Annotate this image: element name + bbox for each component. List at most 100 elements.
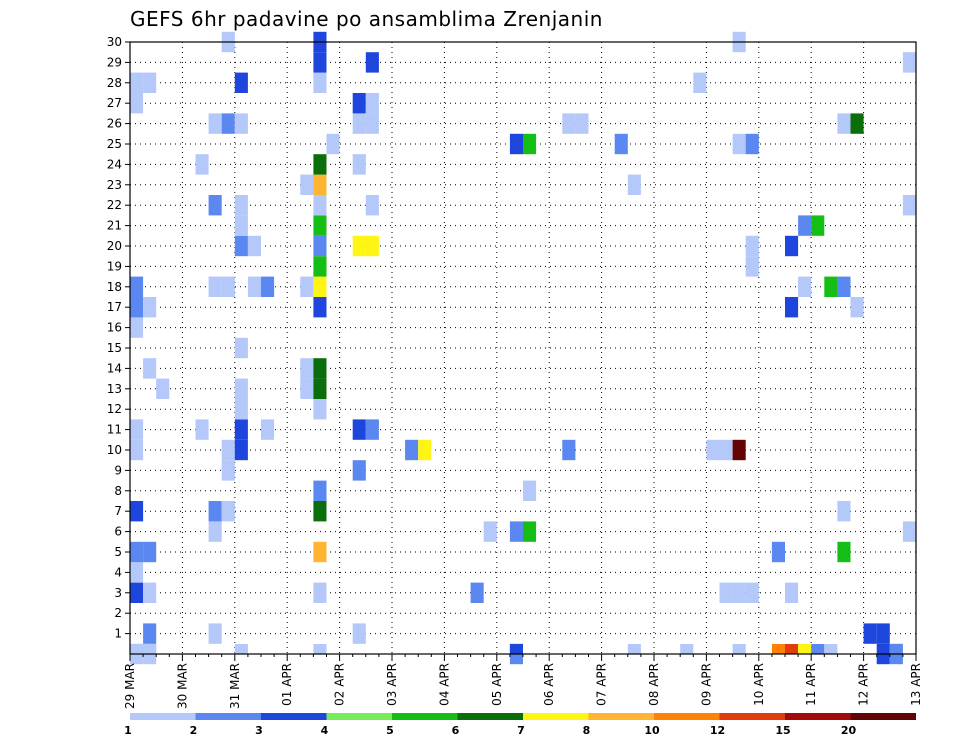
heatmap-cell (313, 52, 327, 73)
colorbar-label: 6 (452, 724, 460, 737)
y-tick-label: 4 (114, 565, 122, 579)
strip-cell (680, 644, 694, 654)
heatmap-cell (352, 460, 366, 481)
heatmap-cell (627, 174, 641, 195)
heatmap-cell (130, 501, 144, 522)
heatmap-cell (352, 623, 366, 644)
heatmap-cell (352, 93, 366, 114)
heatmap-cell (234, 419, 248, 440)
colorbar-segment (326, 713, 392, 720)
y-tick-label: 14 (107, 361, 122, 375)
heatmap-cell (130, 562, 144, 583)
heatmap-cell (130, 439, 144, 461)
colorbar-segment (392, 713, 458, 720)
colorbar-label: 1 (124, 724, 132, 737)
heatmap-cell (902, 195, 916, 216)
colorbar-label: 10 (644, 724, 660, 737)
heatmap-cell (130, 541, 144, 563)
heatmap-cell (313, 235, 327, 257)
heatmap-cell (850, 113, 864, 134)
heatmap-cell (208, 276, 222, 297)
x-tick-label: 05 APR (490, 663, 504, 706)
heatmap-cell (352, 113, 366, 134)
x-tick-label: 10 APR (752, 663, 766, 706)
heatmap-cell (745, 582, 759, 603)
heatmap-cell (143, 72, 157, 93)
heatmap-cell (509, 521, 523, 542)
heatmap-cell (221, 439, 235, 461)
heatmap-cell (221, 113, 235, 134)
heatmap-cell (208, 623, 222, 644)
heatmap-cell (365, 419, 379, 440)
heatmap-cell (247, 235, 261, 257)
heatmap-cell (208, 195, 222, 216)
heatmap-cell (562, 113, 576, 134)
x-tick-label: 11 APR (804, 663, 818, 706)
heatmap-cell (313, 256, 327, 277)
y-tick-label: 16 (107, 321, 122, 335)
heatmap-cell (195, 419, 209, 440)
heatmap-cell (745, 256, 759, 277)
heatmap-cell (693, 72, 707, 93)
y-tick-label: 26 (107, 117, 122, 131)
heatmap-cell (130, 317, 144, 338)
x-tick-label: 06 APR (542, 663, 556, 706)
y-tick-label: 9 (114, 463, 122, 477)
heatmap-cell (523, 133, 537, 155)
heatmap-cell (706, 439, 720, 461)
y-tick-label: 6 (114, 525, 122, 539)
colorbar-label: 8 (583, 724, 591, 737)
heatmap-cell (575, 113, 589, 134)
colorbar-segment (130, 713, 196, 720)
x-tick-label: 29 MAR (123, 663, 137, 709)
heatmap-cell (234, 378, 248, 399)
x-tick-label: 02 APR (333, 663, 347, 706)
y-tick-label: 11 (107, 423, 122, 437)
heatmap-cell (365, 113, 379, 134)
y-tick-label: 29 (107, 55, 122, 69)
x-tick-label: 01 APR (280, 663, 294, 706)
heatmap-cell (837, 541, 851, 563)
y-tick-label: 23 (107, 178, 122, 192)
heatmap-cell (130, 276, 144, 297)
heatmap-cell (523, 480, 537, 501)
heatmap-cell (719, 439, 733, 461)
y-tick-label: 24 (107, 157, 122, 171)
colorbar-label: 3 (255, 724, 263, 737)
heatmap-cell (405, 439, 419, 461)
heatmap-cell (352, 154, 366, 175)
heatmap-cell (195, 154, 209, 175)
heatmap-cell (483, 521, 497, 542)
heatmap-cell (313, 297, 327, 318)
heatmap-cell (785, 235, 799, 257)
heatmap-cell (234, 113, 248, 134)
heatmap-cell (313, 399, 327, 420)
colorbar-label: 7 (517, 724, 525, 737)
y-tick-label: 15 (107, 341, 122, 355)
heatmap-cell (247, 276, 261, 297)
y-axis: 1234567891011121314151617181920212223242… (107, 35, 130, 641)
heatmap-cell (732, 582, 746, 603)
y-tick-label: 19 (107, 259, 122, 273)
strip-cell (785, 644, 799, 654)
heatmap-cell (313, 72, 327, 93)
heatmap-cell (745, 133, 759, 155)
heatmap-cell (719, 582, 733, 603)
heatmap-cell (261, 276, 275, 297)
heatmap-cell (902, 52, 916, 73)
heatmap-cell (732, 439, 746, 461)
colorbar: 1 2 3 4 5 6 7 8 10 12 15 20 (124, 713, 916, 737)
heatmap-cell (785, 297, 799, 318)
heatmap-cell (234, 215, 248, 236)
heatmap-cell (208, 501, 222, 522)
heatmap-cell (326, 133, 340, 155)
heatmap-cell (798, 215, 812, 236)
heatmap-cell (130, 93, 144, 114)
y-tick-label: 10 (107, 443, 122, 457)
chart-title: GEFS 6hr padavine po ansamblima Zrenjani… (130, 7, 603, 31)
y-tick-label: 5 (114, 545, 122, 559)
heatmap-cell (614, 133, 628, 155)
heatmap-cell (208, 113, 222, 134)
y-tick-label: 27 (107, 96, 122, 110)
